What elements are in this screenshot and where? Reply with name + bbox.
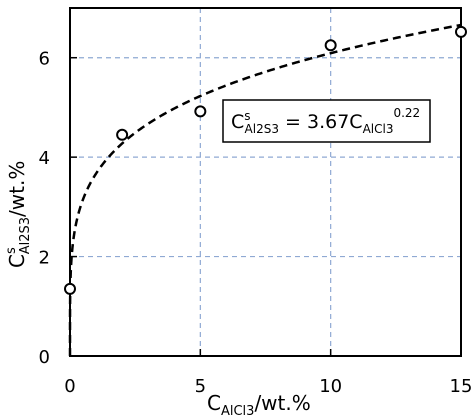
data-point [324, 39, 337, 52]
x-tick-label: 10 [319, 376, 342, 397]
y-tick-label: 4 [39, 148, 50, 169]
x-axis-label: CAlCl3/wt.% [207, 391, 311, 417]
equation-box: Cs Al2S3 = 3.67CAlCl30.22 [222, 99, 431, 143]
x-tick-label: 15 [450, 376, 473, 397]
y-tick-labels: 0 2 4 6 [39, 49, 50, 368]
y-tick-label: 6 [39, 49, 50, 70]
data-point [194, 105, 207, 118]
x-tick-label: 5 [195, 376, 206, 397]
x-tick-labels: 0 5 10 15 [64, 376, 472, 397]
power-fit-curve [68, 23, 462, 356]
data-point [455, 25, 467, 38]
x-tick-label: 0 [64, 376, 75, 397]
y-tick-label: 0 [39, 347, 50, 368]
data-point [64, 282, 76, 295]
fit-equation: Cs Al2S3 = 3.67CAlCl30.22 [231, 106, 420, 136]
y-axis-label: CsAl2S3/wt.% [4, 161, 33, 268]
data-point [116, 128, 129, 141]
y-tick-label: 2 [39, 248, 50, 269]
plot-frame [69, 7, 462, 357]
grid-lines [70, 8, 461, 356]
data-points [64, 25, 467, 295]
